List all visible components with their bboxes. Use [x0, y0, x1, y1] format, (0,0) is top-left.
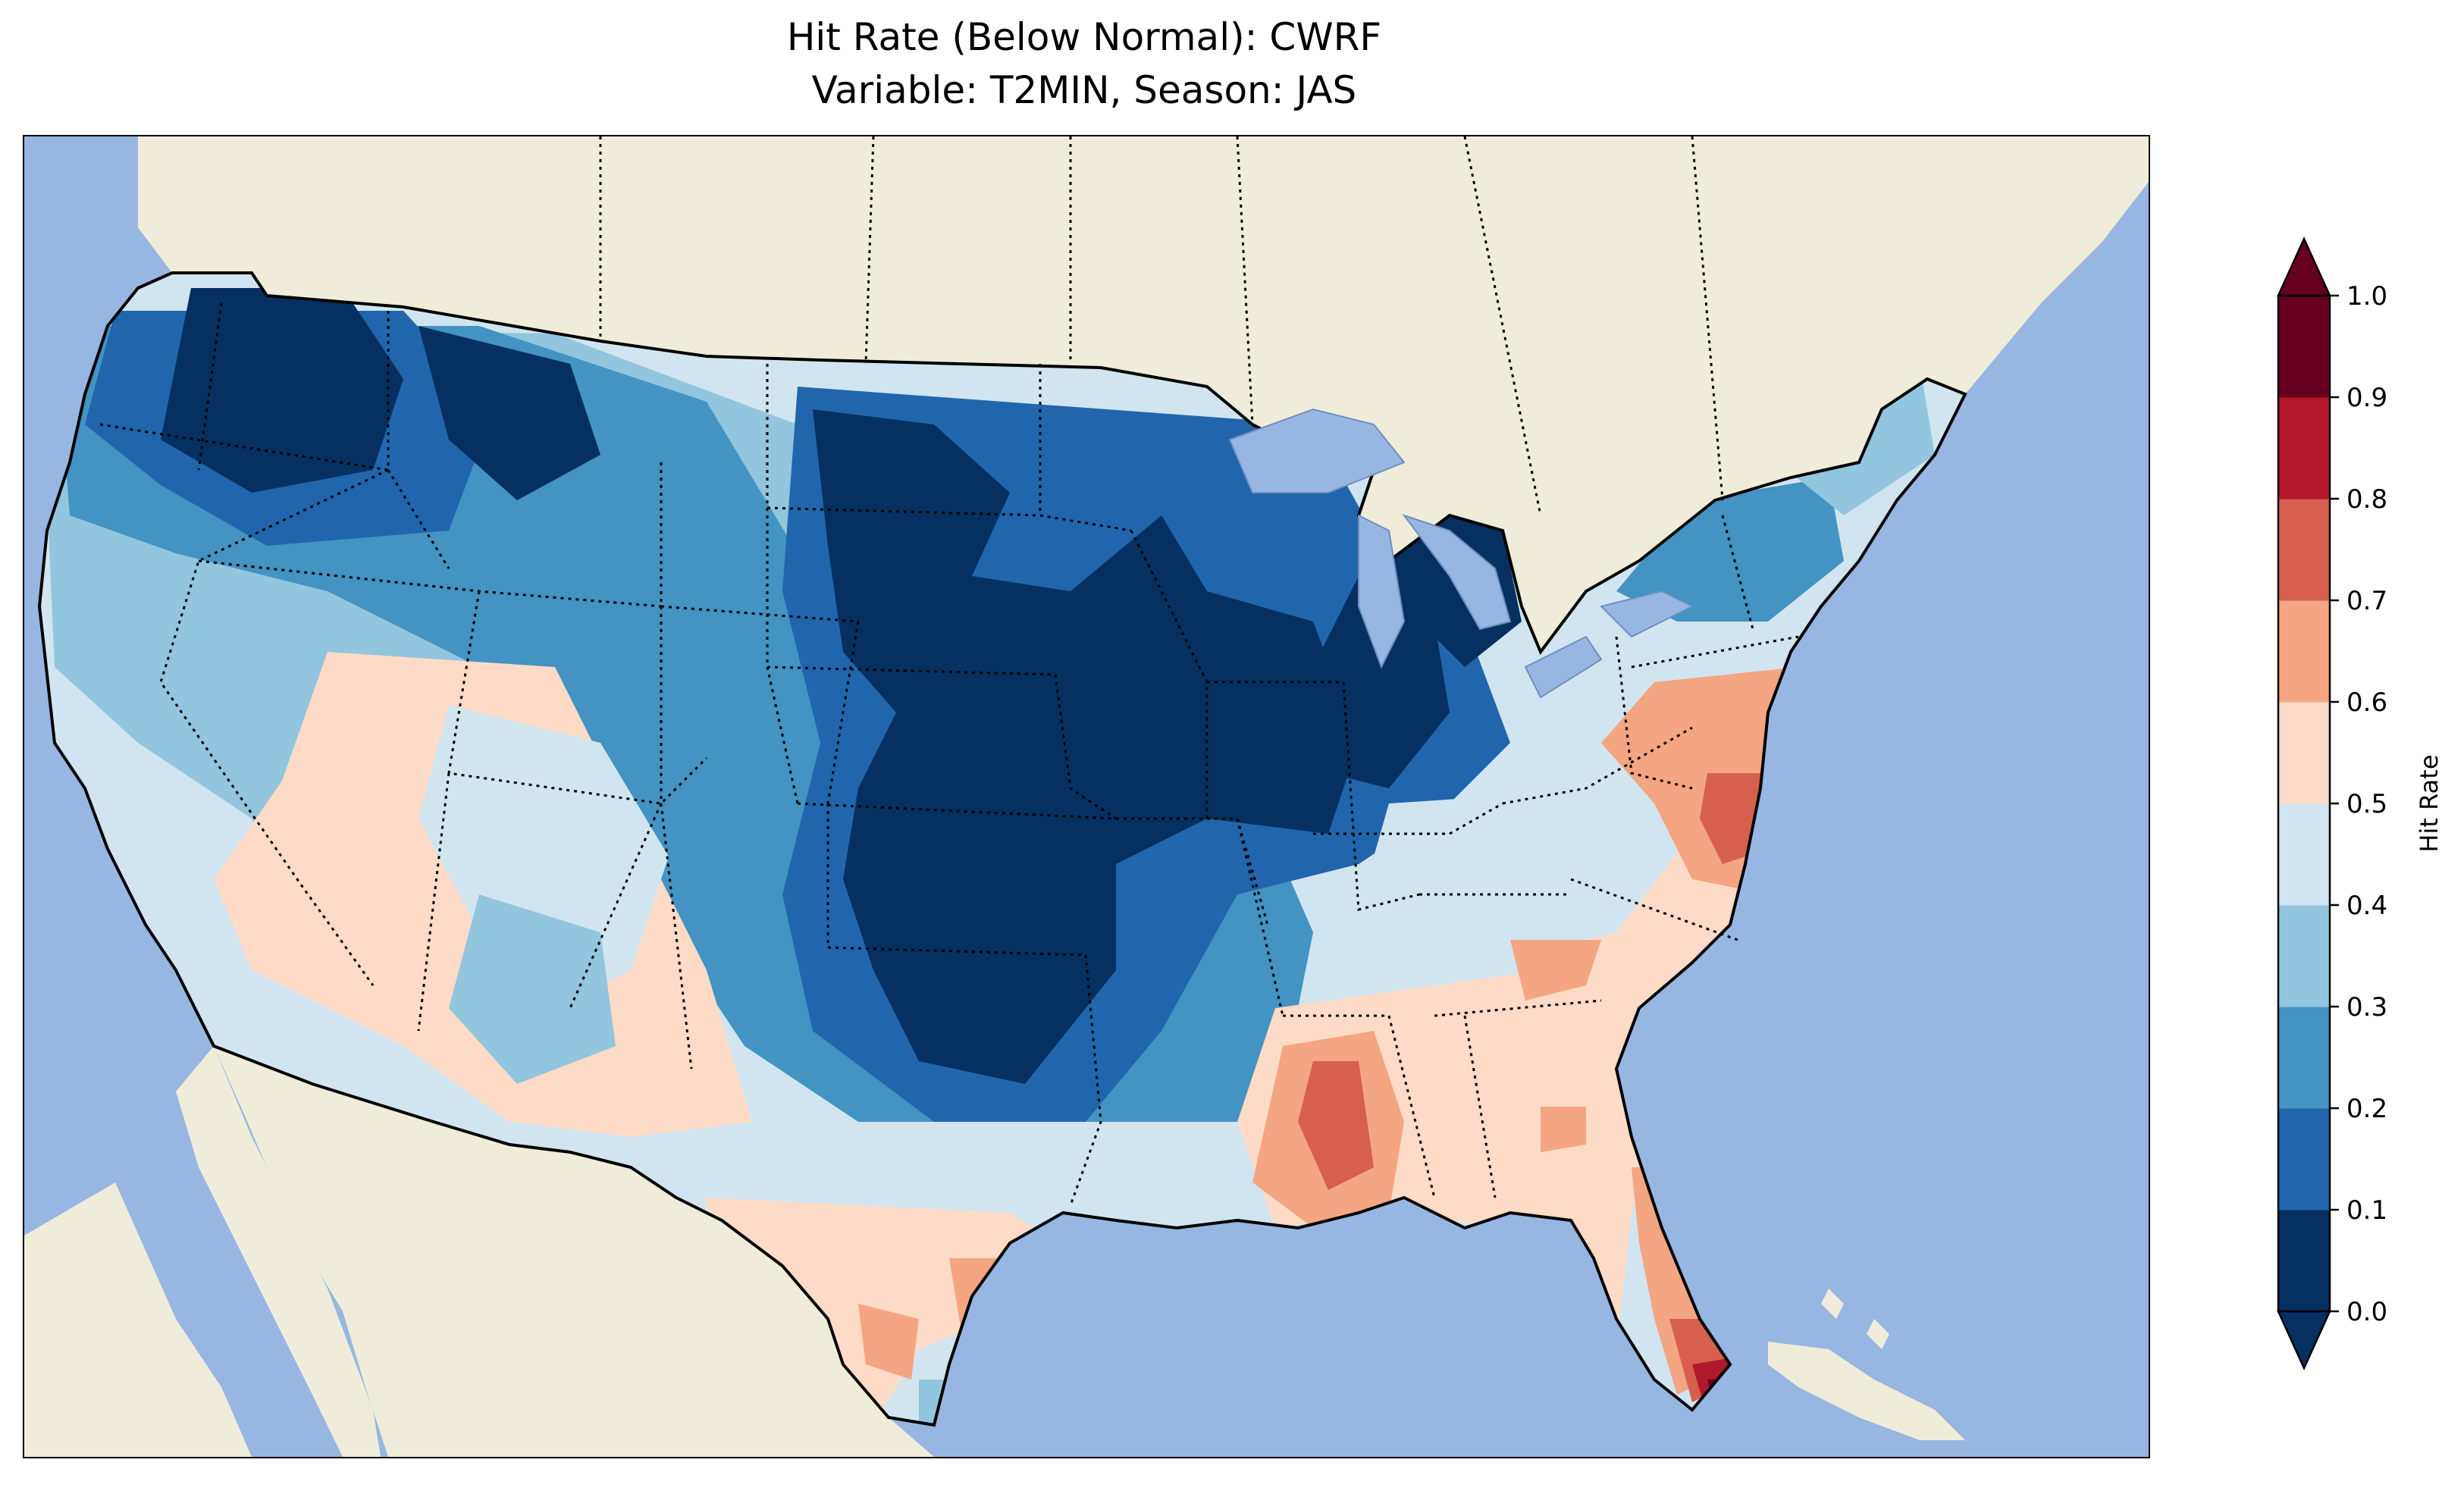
land-areas: [24, 136, 2149, 1457]
colorbar-ticks: 0.0 0.1 0.2 0.3 0.4 0.5 0.6 0.7 0.8 0.9 1.0: [2330, 281, 2387, 1327]
colorbar-block: [2278, 905, 2330, 1007]
canada-land: [24, 136, 2149, 652]
colorbar-tick-label: 0.8: [2346, 484, 2387, 515]
colorbar-label: Hit Rate: [2415, 754, 2444, 852]
colorbar-tick-label: 0.9: [2346, 383, 2387, 413]
colorbar-block: [2278, 1210, 2330, 1312]
map-canvas: [24, 136, 2149, 1457]
chart-title-line2: Variable: T2MIN, Season: JAS: [811, 68, 1357, 112]
mexico-land: [24, 1046, 934, 1457]
colorbar-block: [2278, 702, 2330, 804]
colorbar-tick-label: 0.7: [2346, 586, 2387, 616]
colorbar-block: [2278, 600, 2330, 703]
baja-peninsula: [176, 1046, 381, 1457]
bahamas-land: [1821, 1289, 1889, 1349]
colorbar-block: [2278, 499, 2330, 601]
colorbar-tick-label: 0.3: [2346, 992, 2387, 1023]
colorbar-tick-label: 0.2: [2346, 1094, 2387, 1124]
colorbar-tick-label: 0.0: [2346, 1297, 2387, 1327]
colorbar-block: [2278, 1007, 2330, 1109]
country-borders: [599, 136, 1724, 516]
colorbar-block: [2278, 296, 2330, 398]
us-coastline: [37, 271, 1967, 1427]
colorbar-tick-label: 0.1: [2346, 1195, 2387, 1226]
great-lakes: [1228, 408, 1694, 699]
colorbar-tick-label: 0.5: [2346, 789, 2387, 819]
colorbar-block: [2278, 397, 2330, 500]
colorbar-block: [2278, 1108, 2330, 1211]
colorbar-tick-label: 0.6: [2346, 687, 2387, 718]
state-borders: [99, 302, 1799, 1206]
colorbar-blocks: [2278, 296, 2330, 1312]
colorbar-tick-label: 0.4: [2346, 891, 2387, 921]
map-panel: [23, 135, 2150, 1458]
chart-title-line1: Hit Rate (Below Normal): CWRF: [786, 15, 1382, 59]
colorbar-extend-high: [2277, 236, 2331, 297]
colorbar-extend-low: [2277, 1310, 2331, 1371]
colorbar-block: [2278, 803, 2330, 906]
colorbar-tick-label: 1.0: [2346, 281, 2387, 312]
cuba-land: [1768, 1342, 1965, 1440]
